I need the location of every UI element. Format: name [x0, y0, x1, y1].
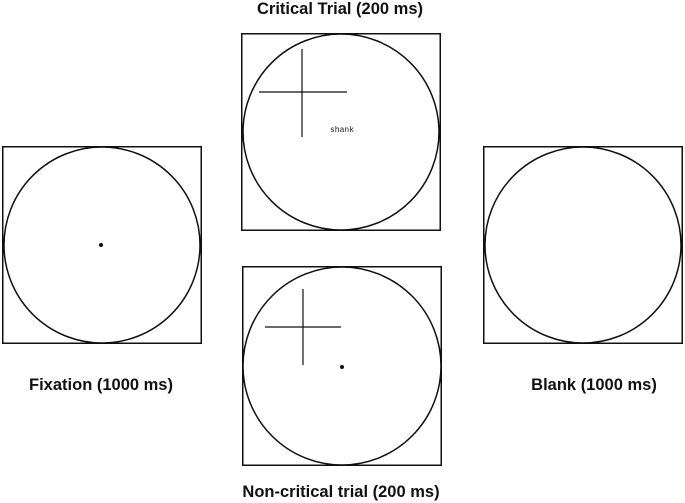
critical-trial-panel: shank — [241, 33, 441, 231]
fixation-display — [2, 146, 202, 344]
noncritical-trial-panel — [242, 266, 442, 466]
blank-label: Blank (1000 ms) — [531, 376, 657, 394]
critical-trial-label: Critical Trial (200 ms) — [257, 0, 423, 18]
fixation-label: Fixation (1000 ms) — [29, 376, 173, 394]
blank-display — [483, 146, 683, 344]
noncritical-trial-label: Non-critical trial (200 ms) — [242, 483, 440, 501]
display-circle — [242, 33, 440, 231]
display-circle — [484, 146, 682, 344]
fixation-dot — [340, 365, 344, 369]
critical-word: shank — [330, 126, 354, 135]
fixation-panel — [2, 146, 202, 344]
fixation-dot — [99, 243, 103, 247]
critical-trial-display: shank — [241, 33, 441, 231]
display-circle — [242, 266, 442, 466]
blank-panel — [483, 146, 683, 344]
display-circle — [3, 146, 201, 344]
noncritical-trial-display — [242, 266, 442, 466]
